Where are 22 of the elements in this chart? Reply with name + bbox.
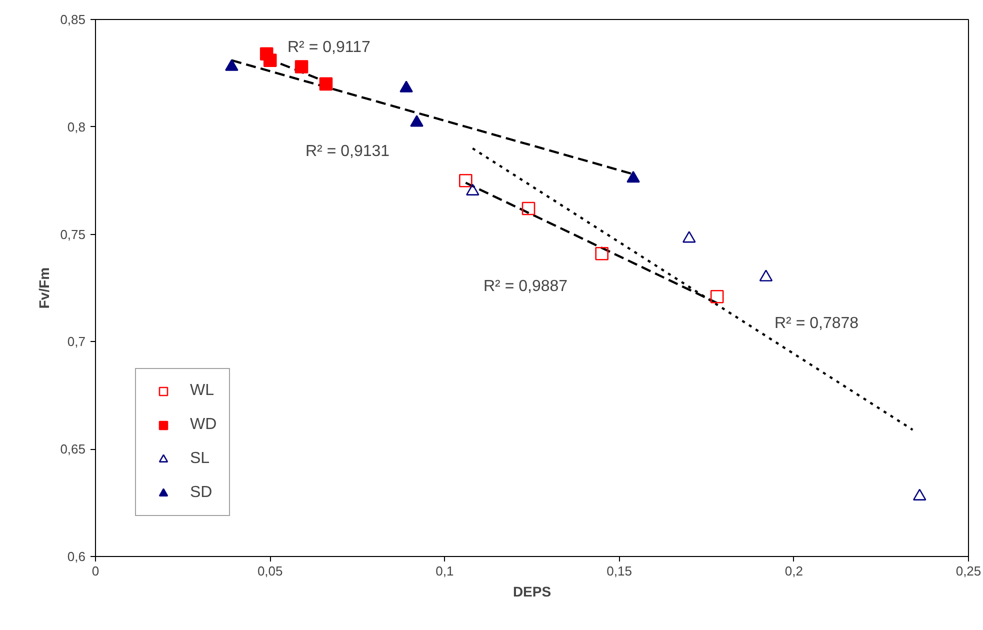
x-tick-label: 0,25 — [956, 564, 982, 578]
y-axis-title: Fv/Fm — [36, 267, 52, 309]
annotation: R² = 0,9117 — [288, 39, 370, 56]
x-tick-label: 0 — [92, 564, 100, 578]
legend-label: WD — [190, 416, 217, 434]
legend-label: SL — [190, 450, 210, 468]
y-tick-label: 0,8 — [67, 119, 86, 134]
legend-label: WL — [190, 382, 214, 400]
x-tick-label: 0,1 — [436, 564, 454, 578]
x-tick-label: 0,2 — [784, 564, 803, 578]
y-tick-label: 0,85 — [60, 12, 86, 27]
y-tick-label: 0,75 — [60, 226, 86, 242]
x-axis-title: DEPS — [512, 584, 552, 600]
y-tick-label: 0,7 — [67, 334, 86, 350]
legend-label: SD — [190, 484, 212, 502]
x-tick-label: 0,15 — [606, 564, 632, 578]
annotation: R² = 0,9131 — [306, 143, 390, 160]
annotation: R² = 0,7878 — [774, 315, 859, 332]
annotation: R² = 0,9887 — [484, 278, 568, 295]
y-tick-label: 0,65 — [60, 442, 86, 457]
x-tick-label: 0,05 — [257, 564, 283, 578]
y-tick-label: 0,6 — [67, 549, 86, 564]
